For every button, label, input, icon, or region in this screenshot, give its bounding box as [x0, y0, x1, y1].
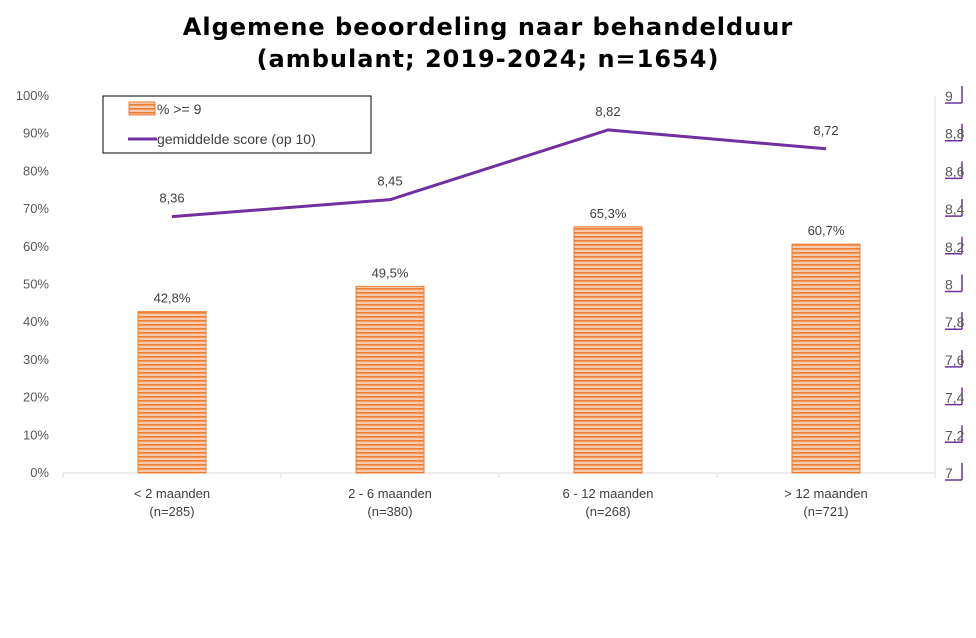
bar-data-label: 65,3% — [590, 206, 627, 221]
line-path — [171, 128, 827, 219]
x-category-count: (n=721) — [803, 504, 848, 519]
legend-bar-swatch — [128, 101, 156, 116]
y-left-tick-label: 50% — [23, 277, 49, 292]
y-right-tick-label: 8 — [945, 277, 953, 293]
y-right-tick-label: 9 — [945, 88, 953, 104]
chart-title-line: Algemene beoordeling naar behandelduur — [183, 13, 793, 41]
y-right-tick-label: 7,2 — [945, 427, 965, 443]
line-data-label: 8,72 — [813, 123, 838, 138]
y-right-tick-label: 7,6 — [945, 352, 965, 368]
y-left-tick-label: 0% — [30, 465, 49, 480]
y-right-tick-label: 7,8 — [945, 314, 965, 330]
y-right-tick-label: 7,4 — [945, 390, 965, 406]
legend-bar-label: % >= 9 — [157, 101, 202, 117]
bar — [355, 285, 425, 474]
line-series — [171, 128, 827, 219]
y-left-tick-label: 10% — [23, 427, 49, 442]
line-data-label: 8,36 — [159, 191, 184, 206]
line-data-label: 8,82 — [595, 104, 620, 119]
y-left-tick-label: 100% — [16, 88, 50, 103]
bar — [573, 226, 643, 474]
y-right-tick-label: 7 — [945, 465, 953, 481]
x-category-label: < 2 maanden — [134, 486, 210, 501]
y-left-tick-label: 30% — [23, 352, 49, 367]
y-left-tick-label: 40% — [23, 314, 49, 329]
x-category-count: (n=285) — [149, 504, 194, 519]
bar-series — [137, 226, 861, 474]
chart-title-line: (ambulant; 2019-2024; n=1654) — [257, 45, 720, 73]
x-category-count: (n=268) — [585, 504, 630, 519]
y-left-tick-label: 60% — [23, 239, 49, 254]
y-left-tick-label: 70% — [23, 201, 49, 216]
axes: 0% 10% 20% 30% 40% 50% 60% 70% 80% 90% 100% 7 7,2 7,4… — [16, 86, 965, 519]
bar-data-label: 49,5% — [372, 265, 409, 280]
x-category-label: > 12 maanden — [784, 486, 867, 501]
data-labels: 42,8% 49,5% 65,3% 60,7% 8,36 8,45 8,82 8,72 — [154, 104, 845, 306]
x-category-count: (n=380) — [367, 504, 412, 519]
y-left-tick-label: 80% — [23, 163, 49, 178]
bar — [791, 243, 861, 474]
bar-data-label: 42,8% — [154, 291, 191, 306]
x-category-label: 2 - 6 maanden — [348, 486, 432, 501]
y-right-tick-label: 8,6 — [945, 163, 965, 179]
y-right-tick-label: 8,4 — [945, 201, 965, 217]
y-left-tick-label: 90% — [23, 126, 49, 141]
y-left-tick-label: 20% — [23, 390, 49, 405]
bar — [137, 311, 207, 474]
y-right-tick-label: 8,2 — [945, 239, 965, 255]
bar-data-label: 60,7% — [808, 223, 845, 238]
chart-title: Algemene beoordeling naar behandelduur (a… — [183, 13, 793, 73]
line-data-label: 8,45 — [377, 174, 402, 189]
x-category-label: 6 - 12 maanden — [562, 486, 653, 501]
y-right-tick-label: 8,8 — [945, 126, 965, 142]
legend-line-label: gemiddelde score (op 10) — [157, 131, 316, 147]
legend: % >= 9 gemiddelde score (op 10) — [102, 95, 372, 154]
